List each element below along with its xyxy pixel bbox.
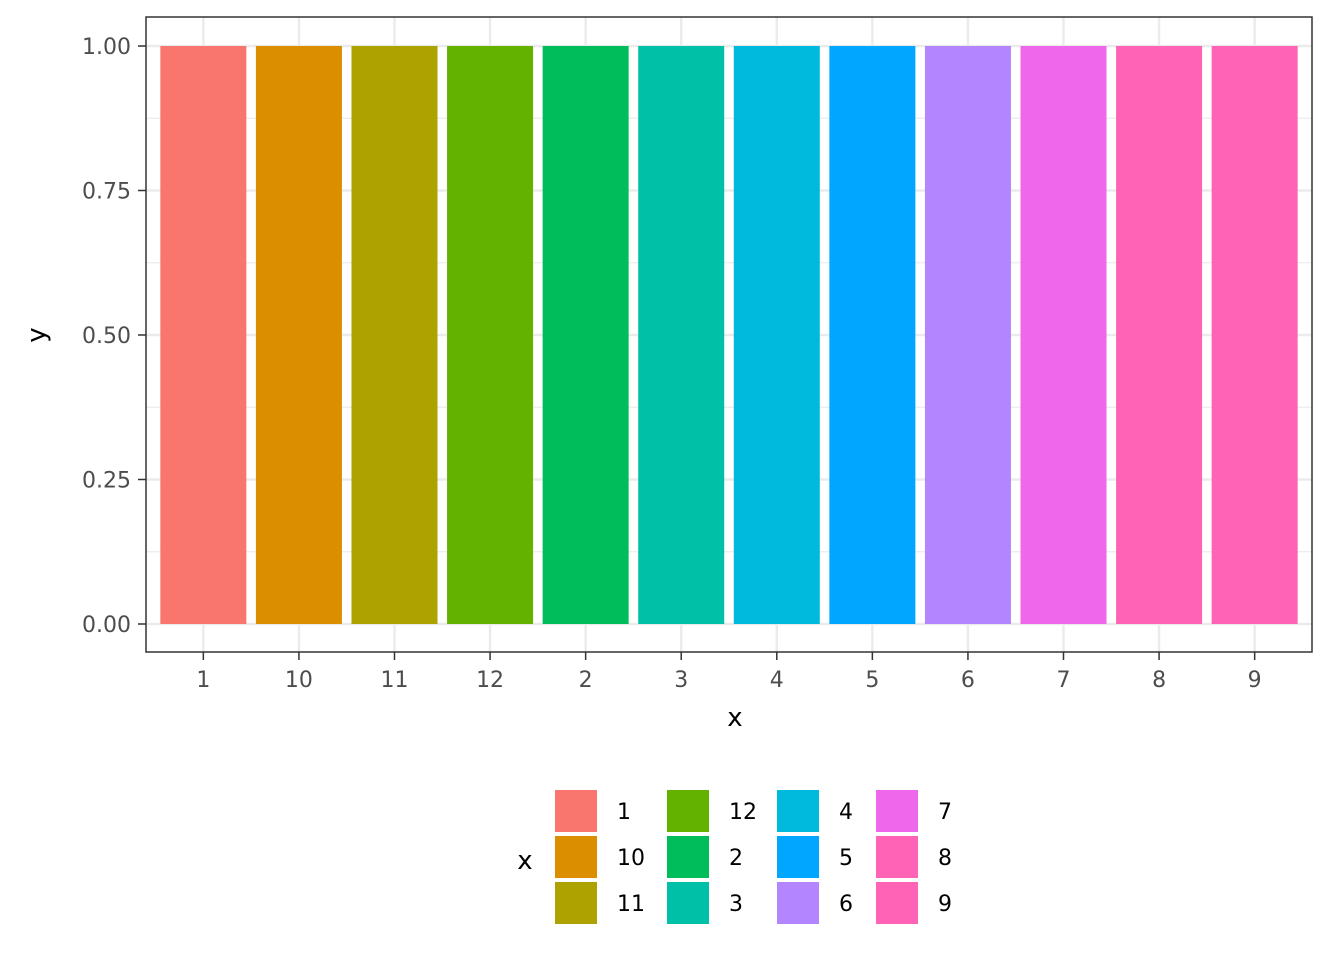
x-tick-label: 1 <box>196 668 210 693</box>
bar-11 <box>351 46 438 624</box>
x-tick-label: 3 <box>674 668 688 693</box>
legend-key-10 <box>555 836 597 878</box>
y-tick-label: 0.50 <box>82 324 131 349</box>
legend-key-1 <box>555 790 597 832</box>
legend-key-12 <box>667 790 709 832</box>
x-tick-label: 2 <box>579 668 593 693</box>
legend-key-7 <box>876 790 918 832</box>
legend-label: 12 <box>729 800 757 825</box>
legend-key-6 <box>777 882 819 924</box>
x-tick-label: 4 <box>770 668 784 693</box>
legend-title: x <box>517 846 532 876</box>
x-axis: 1 10 11 12 2 3 4 5 6 7 8 9 <box>196 652 1262 693</box>
y-tick-label: 0.25 <box>82 469 131 494</box>
bar-2 <box>542 46 629 624</box>
x-tick-label: 5 <box>865 668 879 693</box>
legend-label: 7 <box>938 800 952 825</box>
legend: x 1 10 11 12 2 3 4 5 6 7 8 9 <box>517 790 952 924</box>
x-tick-label: 7 <box>1057 668 1071 693</box>
legend-label: 9 <box>938 892 952 917</box>
y-tick-label: 0.75 <box>82 180 131 205</box>
y-axis: 0.00 0.25 0.50 0.75 1.00 <box>82 35 146 638</box>
x-tick-label: 9 <box>1248 668 1262 693</box>
legend-key-8 <box>876 836 918 878</box>
legend-key-9 <box>876 882 918 924</box>
bar-9 <box>1211 46 1298 624</box>
y-tick-label: 0.00 <box>82 613 131 638</box>
bar-8 <box>1116 46 1203 624</box>
legend-label: 5 <box>839 846 853 871</box>
x-tick-label: 6 <box>961 668 975 693</box>
legend-label: 6 <box>839 892 853 917</box>
y-tick-label: 1.00 <box>82 35 131 60</box>
legend-label: 2 <box>729 846 743 871</box>
x-tick-label: 8 <box>1152 668 1166 693</box>
legend-label: 8 <box>938 846 952 871</box>
bar-7 <box>1020 46 1107 624</box>
x-tick-label: 10 <box>285 668 313 693</box>
bar-3 <box>638 46 725 624</box>
bar-6 <box>924 46 1011 624</box>
legend-key-5 <box>777 836 819 878</box>
bar-5 <box>829 46 916 624</box>
legend-key-3 <box>667 882 709 924</box>
x-axis-title: x <box>727 703 742 733</box>
bars <box>160 46 1298 624</box>
bar-12 <box>447 46 534 624</box>
x-tick-label: 11 <box>380 668 408 693</box>
legend-label: 11 <box>617 892 645 917</box>
x-tick-label: 12 <box>476 668 504 693</box>
bar-1 <box>160 46 247 624</box>
y-axis-title: y <box>22 327 52 342</box>
bar-4 <box>733 46 820 624</box>
legend-key-2 <box>667 836 709 878</box>
legend-label: 4 <box>839 800 853 825</box>
legend-label: 1 <box>617 800 631 825</box>
legend-key-4 <box>777 790 819 832</box>
legend-label: 3 <box>729 892 743 917</box>
legend-key-11 <box>555 882 597 924</box>
bar-10 <box>255 46 342 624</box>
legend-label: 10 <box>617 846 645 871</box>
